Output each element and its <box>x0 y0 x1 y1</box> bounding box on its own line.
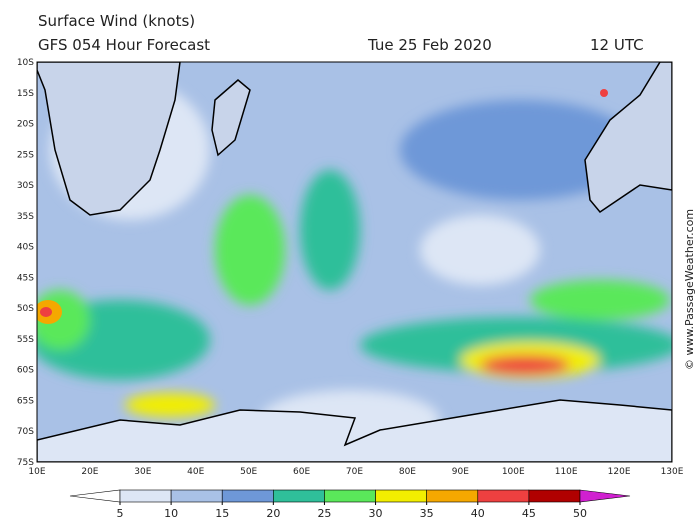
colorbar-label: 40 <box>471 507 485 520</box>
colorbar-bin <box>477 489 530 503</box>
colorbar-bin <box>375 489 427 503</box>
lat-label: 55S <box>17 335 34 345</box>
colorbar-bin <box>119 489 172 503</box>
lon-label: 100E <box>502 467 525 477</box>
lat-label: 75S <box>17 458 34 468</box>
lat-label: 50S <box>17 304 34 314</box>
lon-label: 70E <box>346 467 363 477</box>
colorbar-bin <box>426 489 479 503</box>
lat-label: 25S <box>17 150 34 160</box>
colorbar-label: 15 <box>215 507 229 520</box>
lon-label: 30E <box>134 467 151 477</box>
lat-label: 45S <box>17 273 34 283</box>
lon-label: 90E <box>452 467 469 477</box>
lat-label: 65S <box>17 396 34 406</box>
colorbar-bin <box>528 489 581 503</box>
date-label: Tue 25 Feb 2020 <box>367 36 492 54</box>
colorbar-bin <box>273 489 325 503</box>
credit: © www.PassageWeather.com <box>683 209 696 370</box>
map-frame <box>36 61 673 463</box>
lon-label: 50E <box>240 467 257 477</box>
colorbar-bin <box>221 489 274 503</box>
colorbar-label: 50 <box>573 507 587 520</box>
map <box>37 62 672 462</box>
forecast-label: GFS 054 Hour Forecast <box>38 36 210 54</box>
lon-label: 60E <box>293 467 310 477</box>
colorbar-label: 35 <box>420 507 434 520</box>
lon-label: 130E <box>661 467 684 477</box>
lon-label: 80E <box>399 467 416 477</box>
colorbar-arrow-high <box>579 489 631 503</box>
title: Surface Wind (knots) <box>38 12 195 30</box>
lon-label: 110E <box>555 467 578 477</box>
lon-label: 10E <box>28 467 45 477</box>
colorbar-label: 20 <box>266 507 280 520</box>
colorbar-label: 10 <box>164 507 178 520</box>
lat-label: 20S <box>17 120 34 130</box>
lat-label: 35S <box>17 212 34 222</box>
lat-label: 10S <box>17 58 34 68</box>
colorbar-label: 45 <box>522 507 536 520</box>
lat-label: 30S <box>17 181 34 191</box>
lat-label: 15S <box>17 89 34 99</box>
colorbar-bin <box>324 489 376 503</box>
colorbar-label: 5 <box>117 507 124 520</box>
lat-label: 60S <box>17 366 34 376</box>
colorbar-label: 25 <box>317 507 331 520</box>
time-label: 12 UTC <box>590 36 644 54</box>
colorbar-label: 30 <box>369 507 383 520</box>
lon-label: 20E <box>81 467 98 477</box>
lon-label: 40E <box>187 467 204 477</box>
colorbar-arrow-low <box>69 489 121 503</box>
lon-label: 120E <box>608 467 631 477</box>
lat-label: 40S <box>17 243 34 253</box>
colorbar-bin <box>170 489 223 503</box>
lat-label: 70S <box>17 427 34 437</box>
